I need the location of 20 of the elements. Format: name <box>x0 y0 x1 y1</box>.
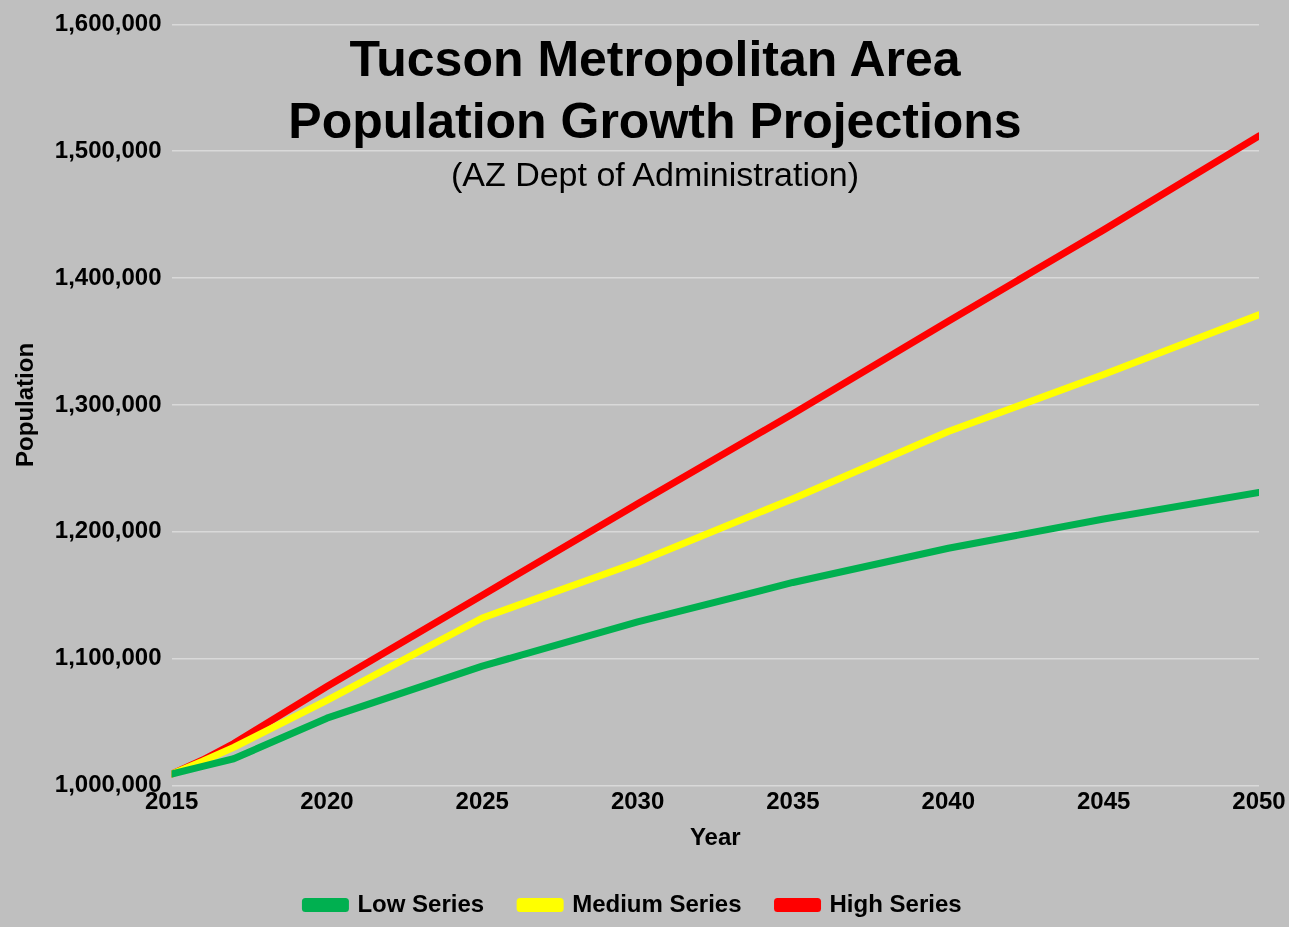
text: Tucson Metropolitan Area Population Growth Projections <box>288 30 1022 151</box>
x-tick-label: 2035 <box>766 787 820 815</box>
x-tick-label: 2040 <box>921 787 975 815</box>
y-tick-label: 1,500,000 <box>54 135 162 163</box>
legend-label: Low Series <box>357 889 485 917</box>
y-tick-label: 1,400,000 <box>54 262 162 290</box>
x-tick-label: 2025 <box>455 787 509 815</box>
x-tick-label: 2020 <box>300 787 354 815</box>
legend-label: Medium Series <box>572 889 742 917</box>
y-tick-label: 1,300,000 <box>54 389 162 417</box>
text: (AZ Dept of Administration) <box>450 155 860 194</box>
y-tick-label: 1,200,000 <box>54 516 162 544</box>
x-tick-label: 2050 <box>1232 787 1286 815</box>
y-tick-label: 1,600,000 <box>54 9 162 37</box>
x-tick-label: 2045 <box>1076 787 1131 815</box>
x-tick-label: 2030 <box>610 787 665 815</box>
y-axis-title: Population <box>11 342 39 467</box>
y-tick-label: 1,100,000 <box>54 643 162 671</box>
x-axis-title: Year <box>689 823 741 851</box>
legend-label: High Series <box>829 889 962 917</box>
